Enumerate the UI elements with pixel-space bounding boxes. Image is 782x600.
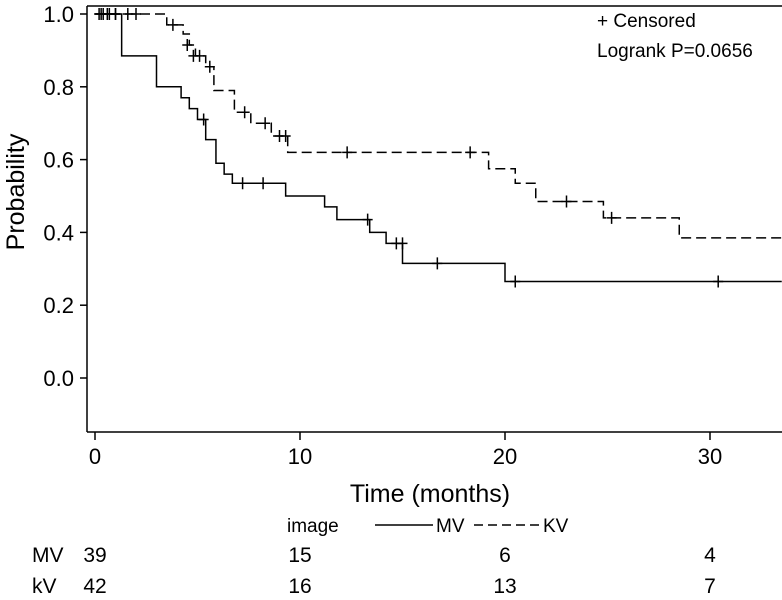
censor-mark-kv — [204, 60, 215, 73]
censor-mark-kv — [131, 8, 141, 20]
y-tick-label: 0.6 — [43, 148, 74, 173]
risk-count: 16 — [288, 575, 311, 598]
y-tick-label: 1.0 — [43, 2, 74, 27]
censor-mark-kv — [260, 117, 271, 130]
survival-curves — [94, 8, 782, 288]
series-line-kv — [95, 13, 782, 239]
y-tick-label: 0.2 — [43, 293, 74, 318]
number-at-risk-table: MV 39 15 6 4 kV 42 16 13 7 — [32, 544, 716, 598]
y-axis-title: Probability — [2, 133, 30, 250]
censor-mark-mv — [237, 177, 248, 190]
x-tick-label: 10 — [288, 444, 312, 469]
censor-mark-kv — [239, 106, 250, 119]
x-axis-ticks: 0 10 20 30 — [89, 432, 722, 469]
series-line-mv — [95, 13, 782, 283]
censored-annotation: + Censored — [597, 11, 696, 32]
censor-mark-mv — [397, 237, 408, 250]
censor-mark-mv — [362, 213, 373, 226]
x-axis-title: Time (months) — [350, 480, 510, 508]
logrank-annotation: Logrank P=0.0656 — [597, 41, 753, 62]
risk-count: 4 — [704, 544, 716, 567]
legend-title: image — [287, 516, 339, 537]
censor-mark-kv — [182, 38, 193, 51]
risk-count: 7 — [704, 575, 716, 598]
risk-count: 6 — [499, 544, 511, 567]
risk-count: 15 — [288, 544, 311, 567]
censor-mark-kv — [465, 146, 476, 159]
y-tick-label: 0.8 — [43, 75, 74, 100]
censor-mark-mv — [713, 275, 724, 288]
legend-mv-label: MV — [436, 516, 465, 537]
risk-count: 39 — [83, 544, 106, 567]
x-tick-label: 20 — [493, 444, 517, 469]
censor-mark-kv — [342, 146, 353, 159]
risk-row-label: kV — [32, 575, 57, 598]
x-tick-label: 0 — [89, 444, 101, 469]
legend-kv-label: KV — [543, 516, 569, 537]
censor-mark-mv — [258, 177, 269, 190]
risk-row-label: MV — [32, 544, 64, 567]
censor-mark-kv — [606, 211, 617, 224]
risk-count: 42 — [83, 575, 106, 598]
censor-mark-kv — [561, 195, 572, 208]
censor-mark-kv — [280, 129, 291, 142]
censor-mark-kv — [194, 49, 205, 62]
censor-mark-mv — [510, 275, 521, 288]
y-axis-ticks: 0.0 0.2 0.4 0.6 0.8 1.0 — [43, 2, 87, 391]
censor-mark-mv — [198, 113, 209, 126]
y-tick-label: 0.0 — [43, 366, 74, 391]
risk-count: 13 — [493, 575, 516, 598]
censor-mark-mv — [432, 257, 443, 270]
legend: image MV KV — [287, 516, 569, 537]
y-tick-label: 0.4 — [43, 220, 74, 245]
censor-mark-kv — [167, 18, 178, 31]
censor-mark-kv — [110, 8, 121, 20]
x-tick-label: 30 — [698, 444, 722, 469]
